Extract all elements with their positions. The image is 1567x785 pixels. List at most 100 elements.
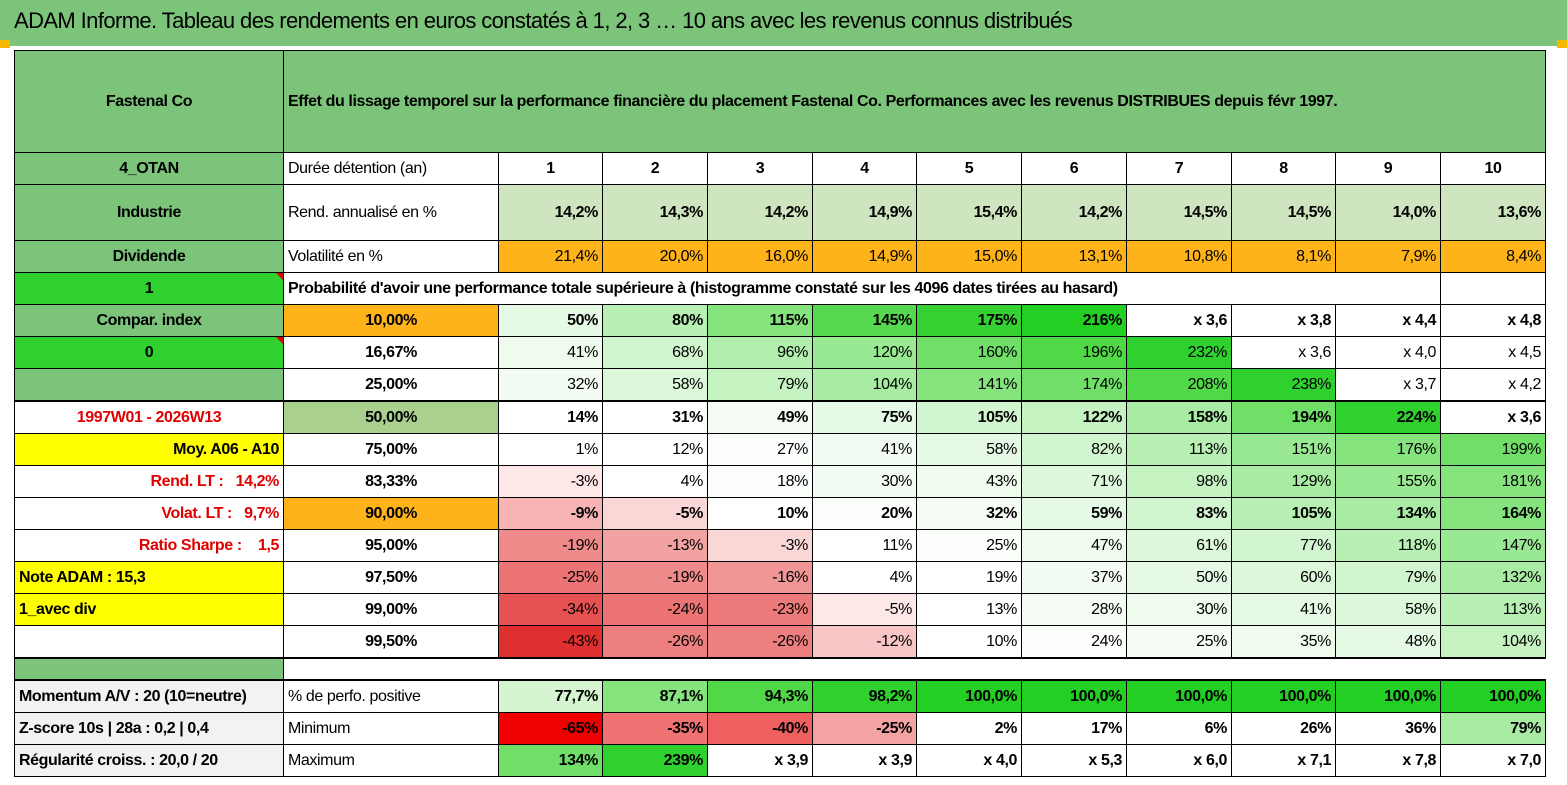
vol-value: 13,1% — [1021, 240, 1127, 273]
row-duree: 4_OTAN Durée détention (an) 1 2 3 4 5 6 … — [14, 152, 1546, 185]
quantile-value: 14% — [498, 400, 603, 434]
quantile-value: x 3,7 — [1335, 368, 1441, 402]
minimum-value: 79% — [1440, 712, 1546, 745]
quantile-value: 28% — [1021, 593, 1127, 626]
quantile-value: 120% — [812, 336, 917, 369]
quantile-row: Volat. LT : 9,7% 90,00% -9% -5% 10% 20% 32% 59… — [14, 497, 1546, 530]
quantile-percent: 99,50% — [283, 625, 499, 659]
maximum-value: x 5,3 — [1021, 744, 1127, 777]
title-bar: ADAM Informe. Tableau des rendements en … — [0, 0, 1567, 46]
quantile-value: 13% — [916, 593, 1022, 626]
rend-value: 13,6% — [1440, 184, 1546, 241]
duree-value: 4 — [812, 152, 917, 185]
momentum-label: Momentum A/V : 20 (10=neutre) — [14, 679, 284, 713]
quantile-value: 50% — [498, 304, 603, 337]
quantile-value: 30% — [812, 465, 917, 498]
sharpe: Ratio Sharpe : 1,5 — [14, 529, 284, 562]
quantile-value: -19% — [602, 561, 708, 594]
quantile-value: -9% — [498, 497, 603, 530]
quantile-value: 24% — [1021, 625, 1127, 659]
rend-value: 14,2% — [498, 184, 603, 241]
quantile-value: 20% — [812, 497, 917, 530]
quantile-value: 174% — [1021, 368, 1127, 402]
quantile-value: 104% — [1440, 625, 1546, 659]
sector-label: Industrie — [14, 184, 284, 241]
quantile-percent: 90,00% — [283, 497, 499, 530]
maximum-value: x 4,0 — [916, 744, 1022, 777]
quantile-value: 158% — [1126, 400, 1232, 434]
quantile-value: 105% — [916, 400, 1022, 434]
quantile-value: 129% — [1231, 465, 1336, 498]
row-maximum: Régularité croiss. : 20,0 / 20 Maximum 1… — [14, 744, 1546, 777]
vol-value: 14,9% — [812, 240, 917, 273]
quantile-value: -3% — [707, 529, 813, 562]
empty-label — [14, 368, 284, 402]
quantile-value: 61% — [1126, 529, 1232, 562]
page-title: ADAM Informe. Tableau des rendements en … — [14, 8, 1073, 33]
quantile-percent: 99,00% — [283, 593, 499, 626]
quantile-value: 113% — [1440, 593, 1546, 626]
duree-value: 9 — [1335, 152, 1441, 185]
avec-div: 1_avec div — [14, 593, 284, 626]
quantile-value: 199% — [1440, 433, 1546, 466]
quantile-value: 79% — [1335, 561, 1441, 594]
quantile-value: x 3,6 — [1126, 304, 1232, 337]
quantile-value: 12% — [602, 433, 708, 466]
code-label: 4_OTAN — [14, 152, 284, 185]
vol-label: Volatilité en % — [283, 240, 499, 273]
quantile-value: -23% — [707, 593, 813, 626]
duree-value: 5 — [916, 152, 1022, 185]
minimum-label: Minimum — [283, 712, 499, 745]
rend-value: 14,2% — [707, 184, 813, 241]
maximum-value: x 7,1 — [1231, 744, 1336, 777]
quantile-value: 216% — [1021, 304, 1127, 337]
quantile-value: -25% — [498, 561, 603, 594]
quantile-value: -5% — [812, 593, 917, 626]
duree-label: Durée détention (an) — [283, 152, 499, 185]
quantile-value: 10% — [707, 497, 813, 530]
rend-lt: Rend. LT : 14,2% — [14, 465, 284, 498]
row-perf-pos: Momentum A/V : 20 (10=neutre) % de perfo… — [14, 679, 1546, 713]
vol-value: 10,8% — [1126, 240, 1232, 273]
quantile-value: 25% — [1126, 625, 1232, 659]
quantile-value: 194% — [1231, 400, 1336, 434]
quantile-value: 37% — [1021, 561, 1127, 594]
quantile-value: -5% — [602, 497, 708, 530]
perf-pos-value: 100,0% — [1021, 679, 1127, 713]
quantile-value: 145% — [812, 304, 917, 337]
flag-zero: 0 — [14, 336, 284, 369]
maximum-value: x 7,8 — [1335, 744, 1441, 777]
quantile-value: x 4,4 — [1335, 304, 1441, 337]
quantile-value: 18% — [707, 465, 813, 498]
quantile-value: 232% — [1126, 336, 1232, 369]
empty-label — [14, 625, 284, 659]
perf-pos-label: % de perfo. positive — [283, 679, 499, 713]
quantile-value: 50% — [1126, 561, 1232, 594]
quantile-value: 175% — [916, 304, 1022, 337]
quantile-row: 99,50% -43% -26% -26% -12% 10% 24% 25% 35% 48% 104… — [14, 625, 1546, 659]
perf-pos-value: 100,0% — [1231, 679, 1336, 713]
vol-value: 7,9% — [1335, 240, 1441, 273]
returns-table: Fastenal Co Effet du lissage temporel su… — [14, 50, 1546, 777]
quantile-row: Rend. LT : 14,2% 83,33% -3% 4% 18% 30% 43% 71%… — [14, 465, 1546, 498]
corner-marker — [1557, 40, 1567, 48]
minimum-value: 2% — [916, 712, 1022, 745]
quantile-value: 41% — [1231, 593, 1336, 626]
perf-pos-value: 100,0% — [1440, 679, 1546, 713]
quantile-value: 4% — [812, 561, 917, 594]
vol-value: 15,0% — [916, 240, 1022, 273]
quantile-value: 224% — [1335, 400, 1441, 434]
fund-name: Fastenal Co — [14, 50, 284, 153]
volat-lt-label: Volat. LT : — [161, 504, 232, 522]
header-row: Fastenal Co Effet du lissage temporel su… — [14, 50, 1546, 153]
rend-label: Rend. annualisé en % — [283, 184, 499, 241]
perf-pos-value: 98,2% — [812, 679, 917, 713]
quantile-value: 11% — [812, 529, 917, 562]
quantile-value: 48% — [1335, 625, 1441, 659]
quantile-value: 32% — [916, 497, 1022, 530]
report-sheet: Fastenal Co Effet du lissage temporel su… — [14, 50, 1552, 777]
duree-value: 1 — [498, 152, 603, 185]
regularite-label: Régularité croiss. : 20,0 / 20 — [14, 744, 284, 777]
quantile-value: -16% — [707, 561, 813, 594]
volat-lt: Volat. LT : 9,7% — [14, 497, 284, 530]
